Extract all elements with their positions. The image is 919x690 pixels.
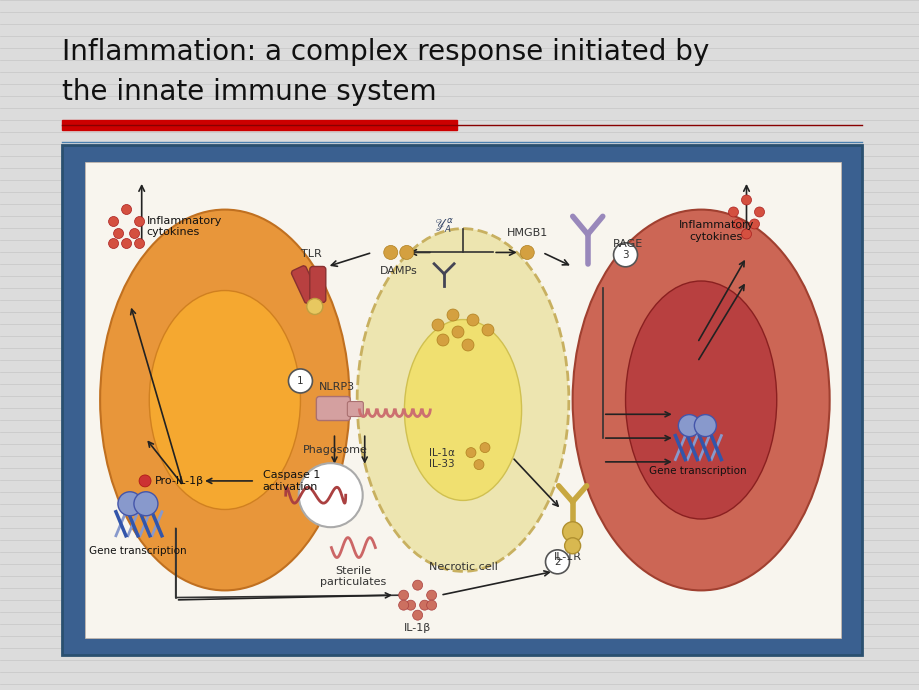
Circle shape xyxy=(749,219,759,229)
Circle shape xyxy=(520,246,534,259)
Circle shape xyxy=(694,415,716,437)
Circle shape xyxy=(130,228,140,239)
Circle shape xyxy=(432,319,444,331)
Ellipse shape xyxy=(404,319,521,500)
Circle shape xyxy=(741,195,751,205)
Circle shape xyxy=(121,204,131,215)
Ellipse shape xyxy=(572,210,829,591)
Text: Gene transcription: Gene transcription xyxy=(648,466,745,475)
Circle shape xyxy=(289,369,312,393)
Text: Sterile
particulates: Sterile particulates xyxy=(320,566,386,587)
Text: NLRP3: NLRP3 xyxy=(319,382,355,391)
Circle shape xyxy=(383,246,397,259)
Circle shape xyxy=(677,415,699,437)
Circle shape xyxy=(398,600,408,610)
Text: RAGE: RAGE xyxy=(612,239,642,249)
Text: TLR: TLR xyxy=(301,250,322,259)
Circle shape xyxy=(134,239,144,248)
Circle shape xyxy=(451,326,463,338)
Text: Gene transcription: Gene transcription xyxy=(89,546,187,555)
Circle shape xyxy=(419,600,429,610)
Circle shape xyxy=(732,219,743,229)
FancyBboxPatch shape xyxy=(316,397,350,420)
Circle shape xyxy=(400,246,414,259)
Circle shape xyxy=(613,243,637,267)
Circle shape xyxy=(482,324,494,336)
Ellipse shape xyxy=(625,281,776,519)
Text: $\mathscr{Y}_{\!A}^{\alpha}$: $\mathscr{Y}_{\!A}^{\alpha}$ xyxy=(434,217,454,235)
Text: Inflammation: a complex response initiated by: Inflammation: a complex response initiat… xyxy=(62,38,709,66)
Text: Inflammatory
cytokines: Inflammatory cytokines xyxy=(146,216,221,237)
Circle shape xyxy=(405,600,415,610)
Circle shape xyxy=(461,339,473,351)
Text: Necrotic cell: Necrotic cell xyxy=(428,562,497,572)
Circle shape xyxy=(108,239,119,248)
Text: 1: 1 xyxy=(297,376,303,386)
Text: 3: 3 xyxy=(621,250,629,260)
Bar xyxy=(62,120,457,130)
Circle shape xyxy=(413,610,422,620)
Bar xyxy=(62,145,861,655)
Text: Phagosome: Phagosome xyxy=(303,445,368,455)
FancyBboxPatch shape xyxy=(347,402,363,417)
Circle shape xyxy=(398,590,408,600)
Text: HMGB1: HMGB1 xyxy=(506,228,548,239)
Circle shape xyxy=(108,217,119,226)
Text: the innate immune system: the innate immune system xyxy=(62,78,437,106)
Text: IL-1R: IL-1R xyxy=(553,552,581,562)
Circle shape xyxy=(545,550,569,574)
Text: 2: 2 xyxy=(553,557,561,567)
Text: IL-1β: IL-1β xyxy=(403,623,431,633)
Text: Pro-IL-1β: Pro-IL-1β xyxy=(155,476,204,486)
Circle shape xyxy=(754,207,764,217)
Circle shape xyxy=(447,309,459,321)
Circle shape xyxy=(306,299,323,315)
Ellipse shape xyxy=(149,290,301,509)
Circle shape xyxy=(562,522,582,542)
Circle shape xyxy=(413,580,422,590)
Circle shape xyxy=(741,229,751,239)
Circle shape xyxy=(134,217,144,226)
Text: Inflammatory
cytokines: Inflammatory cytokines xyxy=(678,220,754,242)
Circle shape xyxy=(564,538,580,554)
Circle shape xyxy=(466,448,475,457)
Circle shape xyxy=(437,334,448,346)
Text: DAMPs: DAMPs xyxy=(380,266,417,277)
Circle shape xyxy=(426,590,437,600)
Circle shape xyxy=(480,442,490,453)
Text: IL-1α
IL-33: IL-1α IL-33 xyxy=(428,448,454,469)
Bar xyxy=(85,162,840,638)
Ellipse shape xyxy=(100,210,349,591)
Circle shape xyxy=(299,463,362,527)
Circle shape xyxy=(473,460,483,470)
Circle shape xyxy=(728,207,738,217)
Text: Caspase 1
activation: Caspase 1 activation xyxy=(263,470,320,492)
Circle shape xyxy=(118,492,142,515)
Circle shape xyxy=(113,228,123,239)
Circle shape xyxy=(134,492,158,515)
FancyBboxPatch shape xyxy=(291,266,319,304)
FancyBboxPatch shape xyxy=(310,266,325,302)
Circle shape xyxy=(467,314,479,326)
Ellipse shape xyxy=(357,228,568,571)
Circle shape xyxy=(121,239,131,248)
Circle shape xyxy=(426,600,437,610)
Circle shape xyxy=(139,475,151,487)
